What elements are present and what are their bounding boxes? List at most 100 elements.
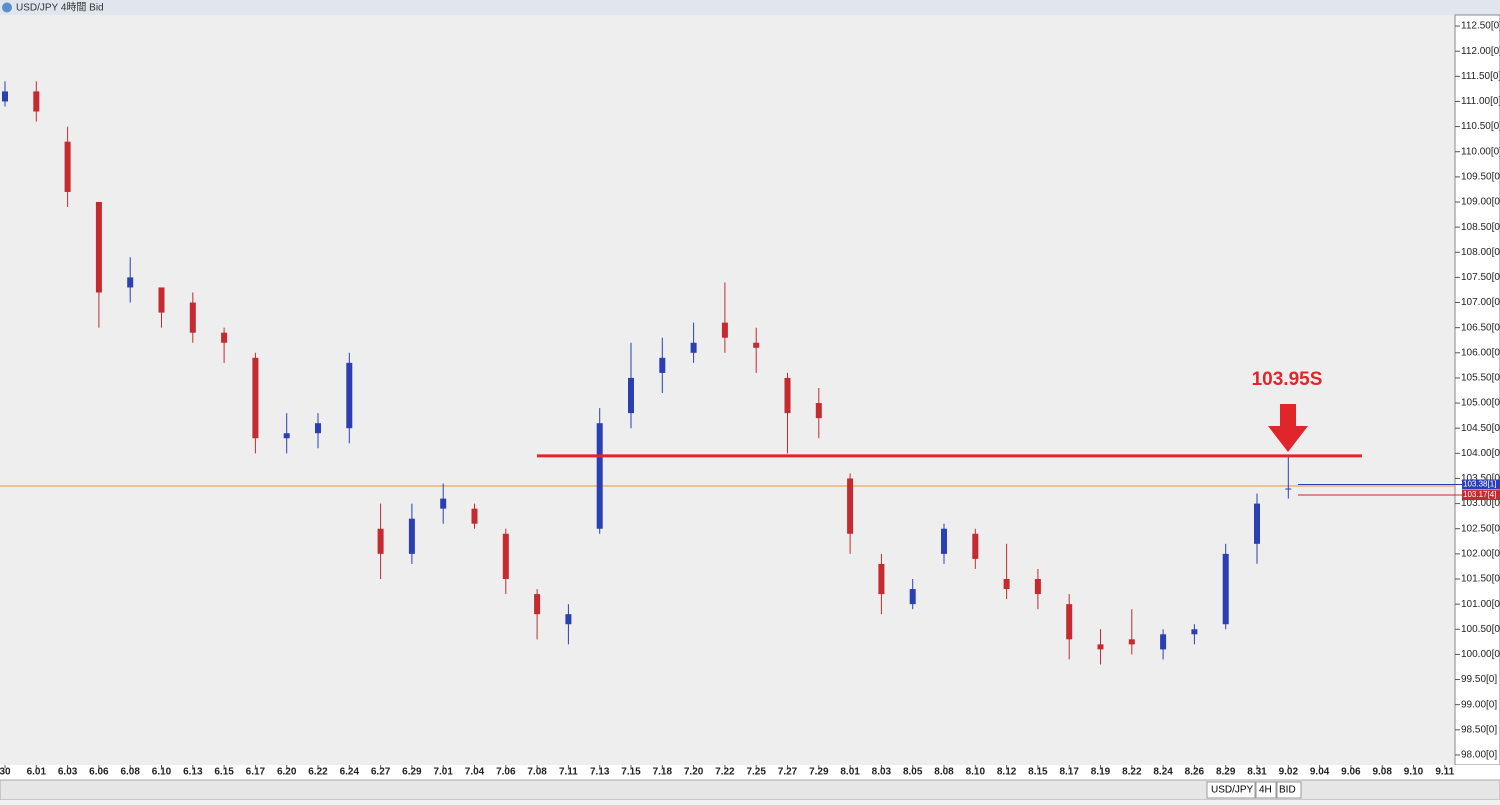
- candle-body: [1034, 579, 1041, 595]
- y-tick-label: 99.50[0]: [1461, 674, 1497, 685]
- side-select[interactable]: [1276, 781, 1302, 799]
- x-tick-label: 9.04: [1310, 767, 1330, 778]
- x-tick-label: 6.15: [214, 767, 234, 778]
- timeframe-label[interactable]: 4H: [1259, 785, 1272, 796]
- candle-body: [127, 277, 134, 288]
- x-tick-label: 8.03: [872, 767, 892, 778]
- y-tick-label: 99.00[0]: [1461, 699, 1497, 710]
- y-tick-label: 106.00[0]: [1461, 347, 1500, 358]
- candle-body: [909, 589, 916, 605]
- symbol-label[interactable]: USD/JPY: [1211, 785, 1254, 796]
- symbol-select[interactable]: [1206, 781, 1256, 799]
- x-tick-label: 7.18: [653, 767, 673, 778]
- window-title: USD/JPY 4時間 Bid: [16, 2, 104, 14]
- candle-body: [252, 357, 259, 439]
- x-tick-label: 6.08: [120, 767, 140, 778]
- y-tick-label: 106.50[0]: [1461, 322, 1500, 333]
- y-tick-label: 102.00[0]: [1461, 549, 1500, 560]
- candle-body: [189, 302, 196, 333]
- x-tick-label: 6.29: [402, 767, 422, 778]
- candle-body: [878, 563, 885, 595]
- y-tick-label: 101.00[0]: [1461, 599, 1500, 610]
- x-tick-label: 8.10: [966, 767, 986, 778]
- candle-body: [690, 342, 697, 353]
- y-tick-label: 98.50[0]: [1461, 724, 1497, 735]
- x-tick-label: 9.02: [1279, 767, 1299, 778]
- time-axis: [0, 765, 1500, 780]
- price-badge-label: 103.17[4]: [1463, 490, 1496, 499]
- x-tick-label: 8.19: [1091, 767, 1111, 778]
- x-tick-label: 7.01: [433, 767, 453, 778]
- price-axis: [1454, 14, 1500, 766]
- candle-body: [1097, 644, 1104, 650]
- x-tick-label: 8.05: [903, 767, 923, 778]
- y-tick-label: 108.50[0]: [1461, 222, 1500, 233]
- x-tick-label: 6.17: [246, 767, 266, 778]
- x-tick-label: 8.24: [1153, 767, 1173, 778]
- y-tick-label: 105.00[0]: [1461, 398, 1500, 409]
- candle-body: [440, 498, 447, 509]
- y-tick-label: 109.50[0]: [1461, 172, 1500, 183]
- x-tick-label: 7.27: [778, 767, 798, 778]
- candle-body: [95, 201, 102, 293]
- candle-body: [1066, 604, 1073, 640]
- x-tick-label: 8.31: [1247, 767, 1267, 778]
- plot-area: [0, 15, 1455, 765]
- candle-body: [502, 533, 509, 580]
- candle-body: [1191, 629, 1198, 635]
- price-badge: [1462, 479, 1500, 490]
- candle-body: [815, 403, 822, 419]
- candle-body: [972, 533, 979, 559]
- y-tick-label: 107.00[0]: [1461, 297, 1500, 308]
- candle-body: [565, 614, 572, 625]
- y-tick-label: 101.50[0]: [1461, 574, 1500, 585]
- x-tick-label: 9.11: [1435, 767, 1454, 778]
- candle-body: [64, 141, 71, 192]
- y-tick-label: 100.00[0]: [1461, 649, 1500, 660]
- candle-body: [408, 518, 415, 554]
- y-tick-label: 108.00[0]: [1461, 247, 1500, 258]
- x-tick-label: 7.04: [465, 767, 485, 778]
- timeframe-select[interactable]: [1255, 781, 1277, 799]
- x-tick-label: 6.20: [277, 767, 297, 778]
- candle-body: [534, 594, 541, 615]
- candle-body: [784, 377, 791, 414]
- x-tick-label: 8.17: [1059, 767, 1079, 778]
- x-tick-label: 8.01: [840, 767, 860, 778]
- x-tick-label: 9.10: [1404, 767, 1424, 778]
- candle-body: [1128, 639, 1135, 645]
- candle-body: [221, 332, 228, 343]
- x-tick-label: 6.24: [340, 767, 360, 778]
- candle-body: [471, 508, 478, 524]
- y-tick-label: 109.00[0]: [1461, 197, 1500, 208]
- x-tick-label: 7.06: [496, 767, 516, 778]
- y-tick-label: 103.00[0]: [1461, 498, 1500, 509]
- x-tick-label: 8.26: [1185, 767, 1205, 778]
- candle-body: [283, 433, 290, 439]
- x-tick-label: 7.25: [746, 767, 766, 778]
- y-tick-label: 112.50[0]: [1461, 21, 1500, 32]
- arrow-icon: [1268, 404, 1308, 452]
- x-tick-label: 7.15: [621, 767, 641, 778]
- x-tick-label: 8.12: [997, 767, 1017, 778]
- candle-body: [1285, 488, 1292, 490]
- side-label[interactable]: BID: [1279, 785, 1296, 796]
- candle-body: [721, 322, 728, 338]
- x-tick-label: 7.29: [809, 767, 829, 778]
- candle-body: [158, 287, 165, 313]
- candle-body: [659, 357, 666, 373]
- level-annotation: 103.95S: [1252, 369, 1323, 390]
- candle-body: [753, 342, 760, 348]
- y-tick-label: 110.50[0]: [1461, 121, 1500, 132]
- x-tick-label: 7.22: [715, 767, 735, 778]
- x-tick-label: 8.29: [1216, 767, 1236, 778]
- y-tick-label: 105.50[0]: [1461, 373, 1500, 384]
- candle-body: [596, 423, 603, 529]
- y-tick-label: 112.00[0]: [1461, 46, 1500, 57]
- price-badge-label: 103.38[1]: [1463, 480, 1496, 489]
- x-tick-label: 6.22: [308, 767, 328, 778]
- candle-body: [33, 91, 40, 112]
- x-tick-label: 6.06: [89, 767, 109, 778]
- y-tick-label: 111.50[0]: [1461, 71, 1500, 82]
